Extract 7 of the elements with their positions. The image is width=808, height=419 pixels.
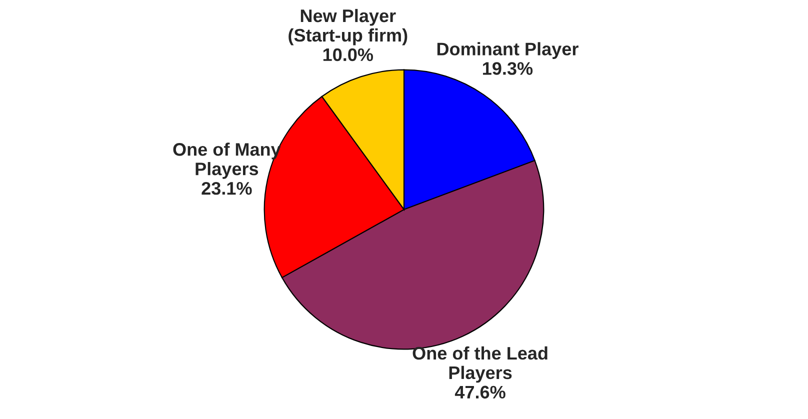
slice-label: One of the Lead Players xyxy=(412,346,548,383)
data-label: 19.3% xyxy=(483,62,533,75)
data-label: 10.0% xyxy=(323,48,374,62)
data-label: 23.1% xyxy=(202,182,252,195)
slice-label: Dominant Player xyxy=(437,42,578,59)
slice-label: New Player (Start-up firm) xyxy=(288,8,408,46)
data-label: 47.6% xyxy=(454,386,506,399)
